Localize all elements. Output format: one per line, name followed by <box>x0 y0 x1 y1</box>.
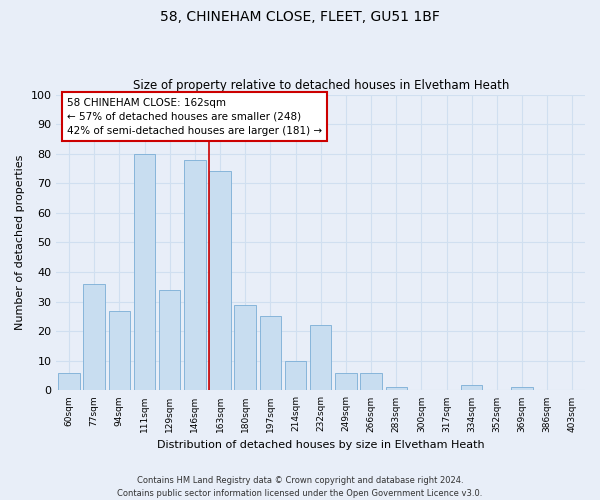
Bar <box>310 326 331 390</box>
Text: Contains HM Land Registry data © Crown copyright and database right 2024.
Contai: Contains HM Land Registry data © Crown c… <box>118 476 482 498</box>
Bar <box>386 388 407 390</box>
Text: 58, CHINEHAM CLOSE, FLEET, GU51 1BF: 58, CHINEHAM CLOSE, FLEET, GU51 1BF <box>160 10 440 24</box>
Text: 58 CHINEHAM CLOSE: 162sqm
← 57% of detached houses are smaller (248)
42% of semi: 58 CHINEHAM CLOSE: 162sqm ← 57% of detac… <box>67 98 322 136</box>
Bar <box>58 372 80 390</box>
X-axis label: Distribution of detached houses by size in Elvetham Heath: Distribution of detached houses by size … <box>157 440 485 450</box>
Y-axis label: Number of detached properties: Number of detached properties <box>15 155 25 330</box>
Bar <box>159 290 181 390</box>
Bar <box>285 361 306 390</box>
Bar <box>511 388 533 390</box>
Bar <box>134 154 155 390</box>
Bar <box>260 316 281 390</box>
Bar <box>361 372 382 390</box>
Bar <box>184 160 206 390</box>
Title: Size of property relative to detached houses in Elvetham Heath: Size of property relative to detached ho… <box>133 79 509 92</box>
Bar <box>235 304 256 390</box>
Bar <box>461 384 482 390</box>
Bar <box>109 310 130 390</box>
Bar <box>335 372 356 390</box>
Bar <box>209 172 231 390</box>
Bar <box>83 284 105 391</box>
